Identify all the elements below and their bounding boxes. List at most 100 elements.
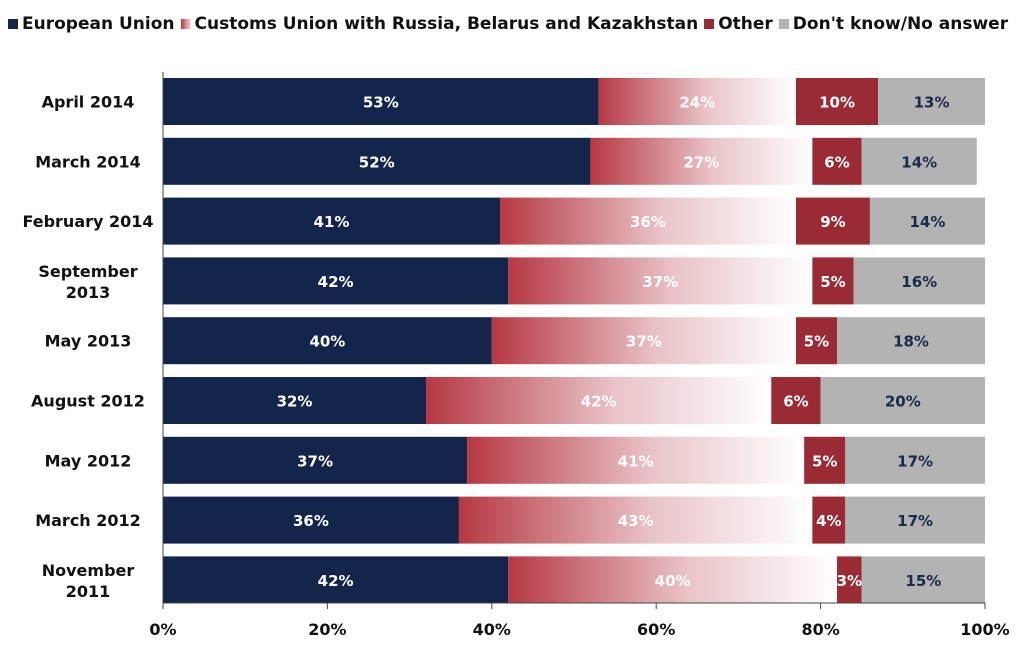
bar-segment [163, 257, 509, 305]
bar-segment [508, 257, 813, 305]
bar-segment [795, 317, 838, 365]
legend-item: European Union [8, 14, 175, 34]
bar-segment [795, 197, 870, 245]
data-label: 27% [683, 153, 719, 171]
data-label: 42% [318, 572, 354, 590]
bar-segment [771, 377, 821, 424]
data-label: 17% [897, 512, 933, 530]
bar-segment [508, 556, 838, 604]
bar-segment [598, 78, 796, 125]
category-label-line: March 2014 [35, 152, 141, 171]
bar-segment [861, 556, 985, 604]
bar-segment [163, 556, 509, 604]
legend-label: Other [718, 14, 773, 34]
data-label: 37% [626, 333, 662, 351]
data-label: 41% [618, 452, 654, 470]
bar-segment [837, 556, 862, 604]
legend-label: Customs Union with Russia, Belarus and K… [194, 14, 699, 34]
data-label: 6% [824, 153, 849, 171]
bar-segment [812, 257, 854, 305]
bar-segment [837, 317, 985, 365]
x-tick-label: 20% [308, 620, 346, 639]
bar-segment [861, 137, 977, 185]
bar-segment [820, 377, 985, 424]
data-label: 16% [901, 273, 937, 291]
bar-segment [458, 496, 813, 544]
bar-segment [163, 78, 599, 125]
legend-swatch [704, 19, 715, 29]
legend-swatch [180, 19, 191, 29]
category-label: April 2014 [42, 93, 135, 112]
category-label: February 2014 [22, 212, 153, 231]
data-label: 42% [318, 273, 354, 291]
data-label: 10% [819, 94, 855, 112]
data-label: 5% [812, 452, 837, 470]
category-label-line: September [38, 262, 137, 281]
legend-swatch [778, 19, 789, 29]
data-label: 3% [837, 572, 862, 590]
data-label: 40% [309, 333, 345, 351]
bar-segment [163, 377, 427, 424]
category-label: May 2012 [45, 451, 132, 470]
bar-segment [853, 257, 985, 305]
legend-item: Customs Union with Russia, Belarus and K… [180, 14, 699, 34]
bar-segment [426, 377, 772, 424]
data-label: 36% [630, 213, 666, 231]
data-label: 43% [618, 512, 654, 530]
data-label: 40% [655, 572, 691, 590]
category-label-line: May 2012 [45, 451, 132, 470]
data-label: 14% [901, 153, 937, 171]
data-label: 14% [910, 213, 946, 231]
bar-segment [812, 137, 862, 185]
category-label-line: April 2014 [42, 93, 135, 112]
category-label-line: August 2012 [31, 392, 145, 411]
category-label: March 2014 [35, 152, 141, 171]
legend-label: Don't know/No answer [792, 14, 1009, 34]
category-label: May 2013 [45, 332, 132, 351]
data-label: 36% [293, 512, 329, 530]
category-label: March 2012 [35, 511, 141, 530]
x-tick-label: 60% [637, 620, 675, 639]
category-label: November 2011 [42, 561, 135, 601]
legend-label: European Union [22, 14, 175, 34]
bar-segment [845, 436, 985, 484]
x-tick-label: 0% [149, 620, 176, 639]
bar-segment [795, 78, 879, 125]
bar-segment [804, 436, 846, 484]
data-label: 42% [581, 393, 617, 411]
data-label: 5% [804, 333, 829, 351]
data-label: 4% [816, 512, 841, 530]
data-label: 17% [897, 452, 933, 470]
category-label-line: May 2013 [45, 332, 132, 351]
bar-segment [163, 137, 591, 185]
data-label: 6% [783, 393, 808, 411]
bar-segment [467, 436, 805, 484]
data-label: 5% [820, 273, 845, 291]
category-label: August 2012 [31, 392, 145, 411]
data-label: 13% [914, 94, 950, 112]
x-tick-label: 40% [473, 620, 511, 639]
category-label: September 2013 [38, 262, 137, 302]
legend-item: Other [704, 14, 773, 34]
category-label-line: February 2014 [22, 212, 153, 231]
bar-segment [845, 496, 985, 544]
data-label: 37% [297, 452, 333, 470]
legend-swatch [8, 19, 18, 29]
data-label: 41% [314, 213, 350, 231]
chart-legend: European Union Customs Union with Russia,… [8, 10, 1018, 38]
data-label: 9% [820, 213, 845, 231]
x-tick-label: 100% [960, 620, 1009, 639]
data-label: 18% [893, 333, 929, 351]
bar-segment [500, 197, 796, 245]
bar-segment [163, 317, 492, 365]
data-label: 15% [905, 572, 941, 590]
x-tick-label: 80% [801, 620, 839, 639]
bar-segment [163, 496, 459, 544]
bar-segment [590, 137, 813, 185]
data-label: 20% [885, 393, 921, 411]
data-label: 53% [363, 94, 399, 112]
bar-segment [869, 197, 985, 245]
bar-segment [491, 317, 796, 365]
category-label-line: 2011 [66, 582, 111, 601]
